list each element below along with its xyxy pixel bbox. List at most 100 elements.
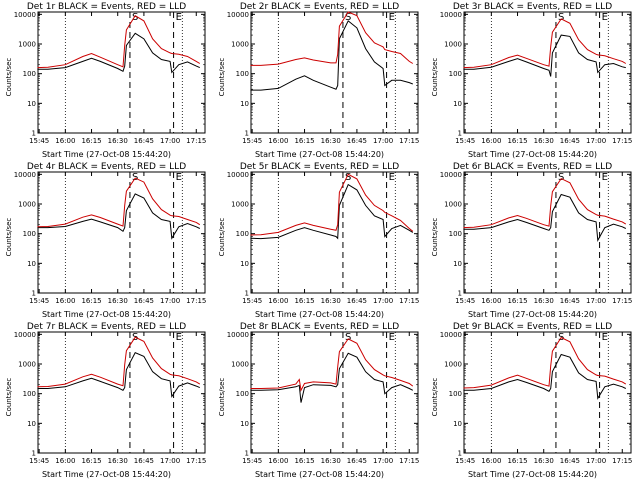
plot-frame — [37, 171, 206, 294]
y-tick-label: 10000 — [14, 171, 36, 179]
y-tick-label: 10 — [27, 100, 36, 108]
panel-title: Det 8r BLACK = Events, RED = LLD — [239, 322, 400, 332]
y-tick-label: 10 — [27, 260, 36, 268]
y-tick-label: 1 — [458, 450, 462, 458]
events-series-line — [463, 34, 626, 77]
plot-frame — [463, 171, 632, 294]
events-series-line — [250, 20, 413, 91]
start-marker-label: S — [132, 12, 138, 23]
y-tick-label: 1 — [245, 290, 249, 298]
end-marker-label: E — [176, 12, 182, 23]
y-tick-label: 1 — [32, 130, 36, 138]
y-tick-label: 10000 — [227, 11, 249, 19]
start-marker-label: S — [345, 12, 351, 23]
x-tick-label: 16:30 — [321, 457, 341, 465]
x-tick-label: 17:15 — [399, 297, 419, 305]
panel-plot: 1 10 100 1000 10000 15:45 16:00 16:15 16:30 16:45… — [440, 11, 633, 145]
y-tick-label: 1000 — [444, 361, 462, 369]
x-tick-label: 15:45 — [455, 137, 475, 145]
events-series-line — [250, 352, 414, 403]
x-tick-label: 16:00 — [55, 297, 75, 305]
y-tick-label: 10000 — [14, 331, 36, 339]
detector-panel: 1 10 100 1000 10000 15:45 16:00 16:15 16:30 16:45… — [213, 160, 426, 320]
y-tick-label: 10 — [453, 100, 462, 108]
events-series-line — [37, 193, 201, 240]
lld-series-line — [250, 11, 414, 66]
y-tick-label: 1000 — [18, 361, 36, 369]
y-tick-label: 100 — [23, 230, 36, 238]
plot-frame — [463, 331, 632, 454]
plot-frame — [250, 331, 419, 454]
x-tick-label: 15:45 — [455, 297, 475, 305]
x-tick-label: 17:00 — [373, 457, 393, 465]
x-tick-label: 15:45 — [242, 137, 262, 145]
x-tick-label: 16:15 — [507, 457, 527, 465]
x-tick-label: 17:00 — [373, 297, 393, 305]
x-tick-label: 16:45 — [347, 297, 367, 305]
y-axis-title: Counts/sec — [218, 217, 226, 257]
y-tick-label: 1000 — [18, 201, 36, 209]
y-axis-title: Counts/sec — [218, 377, 226, 417]
x-tick-label: 17:00 — [373, 137, 393, 145]
lld-series-line — [37, 177, 201, 228]
x-axis-title: Start Time (27-Oct-08 15:44:20) — [467, 150, 598, 159]
start-marker-label: S — [558, 172, 564, 183]
x-tick-label: 16:15 — [294, 457, 314, 465]
y-axis-title: Counts/sec — [5, 217, 13, 257]
x-tick-label: 17:15 — [186, 297, 206, 305]
detector-panel: 1 10 100 1000 10000 15:45 16:00 16:15 16:30 16:45… — [213, 0, 426, 160]
x-tick-label: 16:00 — [268, 137, 288, 145]
plot-frame — [463, 11, 632, 134]
plot-frame — [250, 171, 419, 294]
y-tick-label: 100 — [449, 230, 462, 238]
y-tick-label: 100 — [23, 70, 36, 78]
x-tick-label: 16:45 — [560, 457, 580, 465]
end-marker-label: E — [176, 332, 182, 343]
x-tick-label: 16:30 — [321, 137, 341, 145]
x-axis-title: Start Time (27-Oct-08 15:44:20) — [467, 310, 598, 319]
start-marker-label: S — [558, 12, 564, 23]
y-tick-label: 100 — [449, 390, 462, 398]
x-tick-label: 16:15 — [507, 137, 527, 145]
lld-series-line — [463, 177, 627, 229]
panel-plot: 1 10 100 1000 10000 15:45 16:00 16:15 16:30 16:45… — [227, 331, 420, 465]
y-tick-label: 1 — [458, 290, 462, 298]
y-tick-label: 1 — [32, 450, 36, 458]
y-tick-label: 10000 — [440, 331, 462, 339]
y-tick-label: 100 — [236, 230, 249, 238]
panel-title: Det 6r BLACK = Events, RED = LLD — [452, 162, 613, 172]
start-marker-label: S — [132, 172, 138, 183]
x-tick-label: 17:15 — [186, 137, 206, 145]
x-tick-label: 15:45 — [29, 297, 49, 305]
x-tick-label: 16:15 — [81, 297, 101, 305]
y-tick-label: 1000 — [231, 201, 249, 209]
y-tick-label: 10 — [453, 420, 462, 428]
detector-panel: 1 10 100 1000 10000 15:45 16:00 16:15 16:30 16:45… — [0, 160, 213, 320]
y-tick-label: 1000 — [444, 41, 462, 49]
lld-series-line — [463, 336, 627, 389]
end-marker-label: E — [389, 12, 395, 23]
x-tick-label: 16:45 — [134, 297, 154, 305]
x-tick-label: 16:00 — [268, 457, 288, 465]
y-tick-label: 10 — [453, 260, 462, 268]
y-tick-label: 10000 — [440, 11, 462, 19]
y-tick-label: 100 — [449, 70, 462, 78]
x-tick-label: 16:30 — [534, 137, 554, 145]
x-tick-label: 17:00 — [586, 297, 606, 305]
events-series-line — [37, 352, 200, 398]
lld-series-line — [250, 338, 414, 392]
x-tick-label: 16:00 — [268, 297, 288, 305]
y-axis-title: Counts/sec — [5, 57, 13, 97]
y-tick-label: 1 — [458, 130, 462, 138]
y-tick-label: 1000 — [231, 361, 249, 369]
y-tick-label: 100 — [236, 390, 249, 398]
detector-panel: 1 10 100 1000 10000 15:45 16:00 16:15 16:30 16:45… — [0, 320, 213, 480]
x-tick-label: 17:00 — [586, 137, 606, 145]
panel-title: Det 7r BLACK = Events, RED = LLD — [26, 322, 187, 332]
x-tick-label: 16:15 — [81, 137, 101, 145]
x-axis-title: Start Time (27-Oct-08 15:44:20) — [41, 470, 172, 479]
start-marker-label: S — [345, 332, 351, 343]
lld-series-line — [37, 15, 201, 69]
detector-panel: 1 10 100 1000 10000 15:45 16:00 16:15 16:30 16:45… — [213, 320, 426, 480]
start-marker-label: S — [345, 172, 351, 183]
